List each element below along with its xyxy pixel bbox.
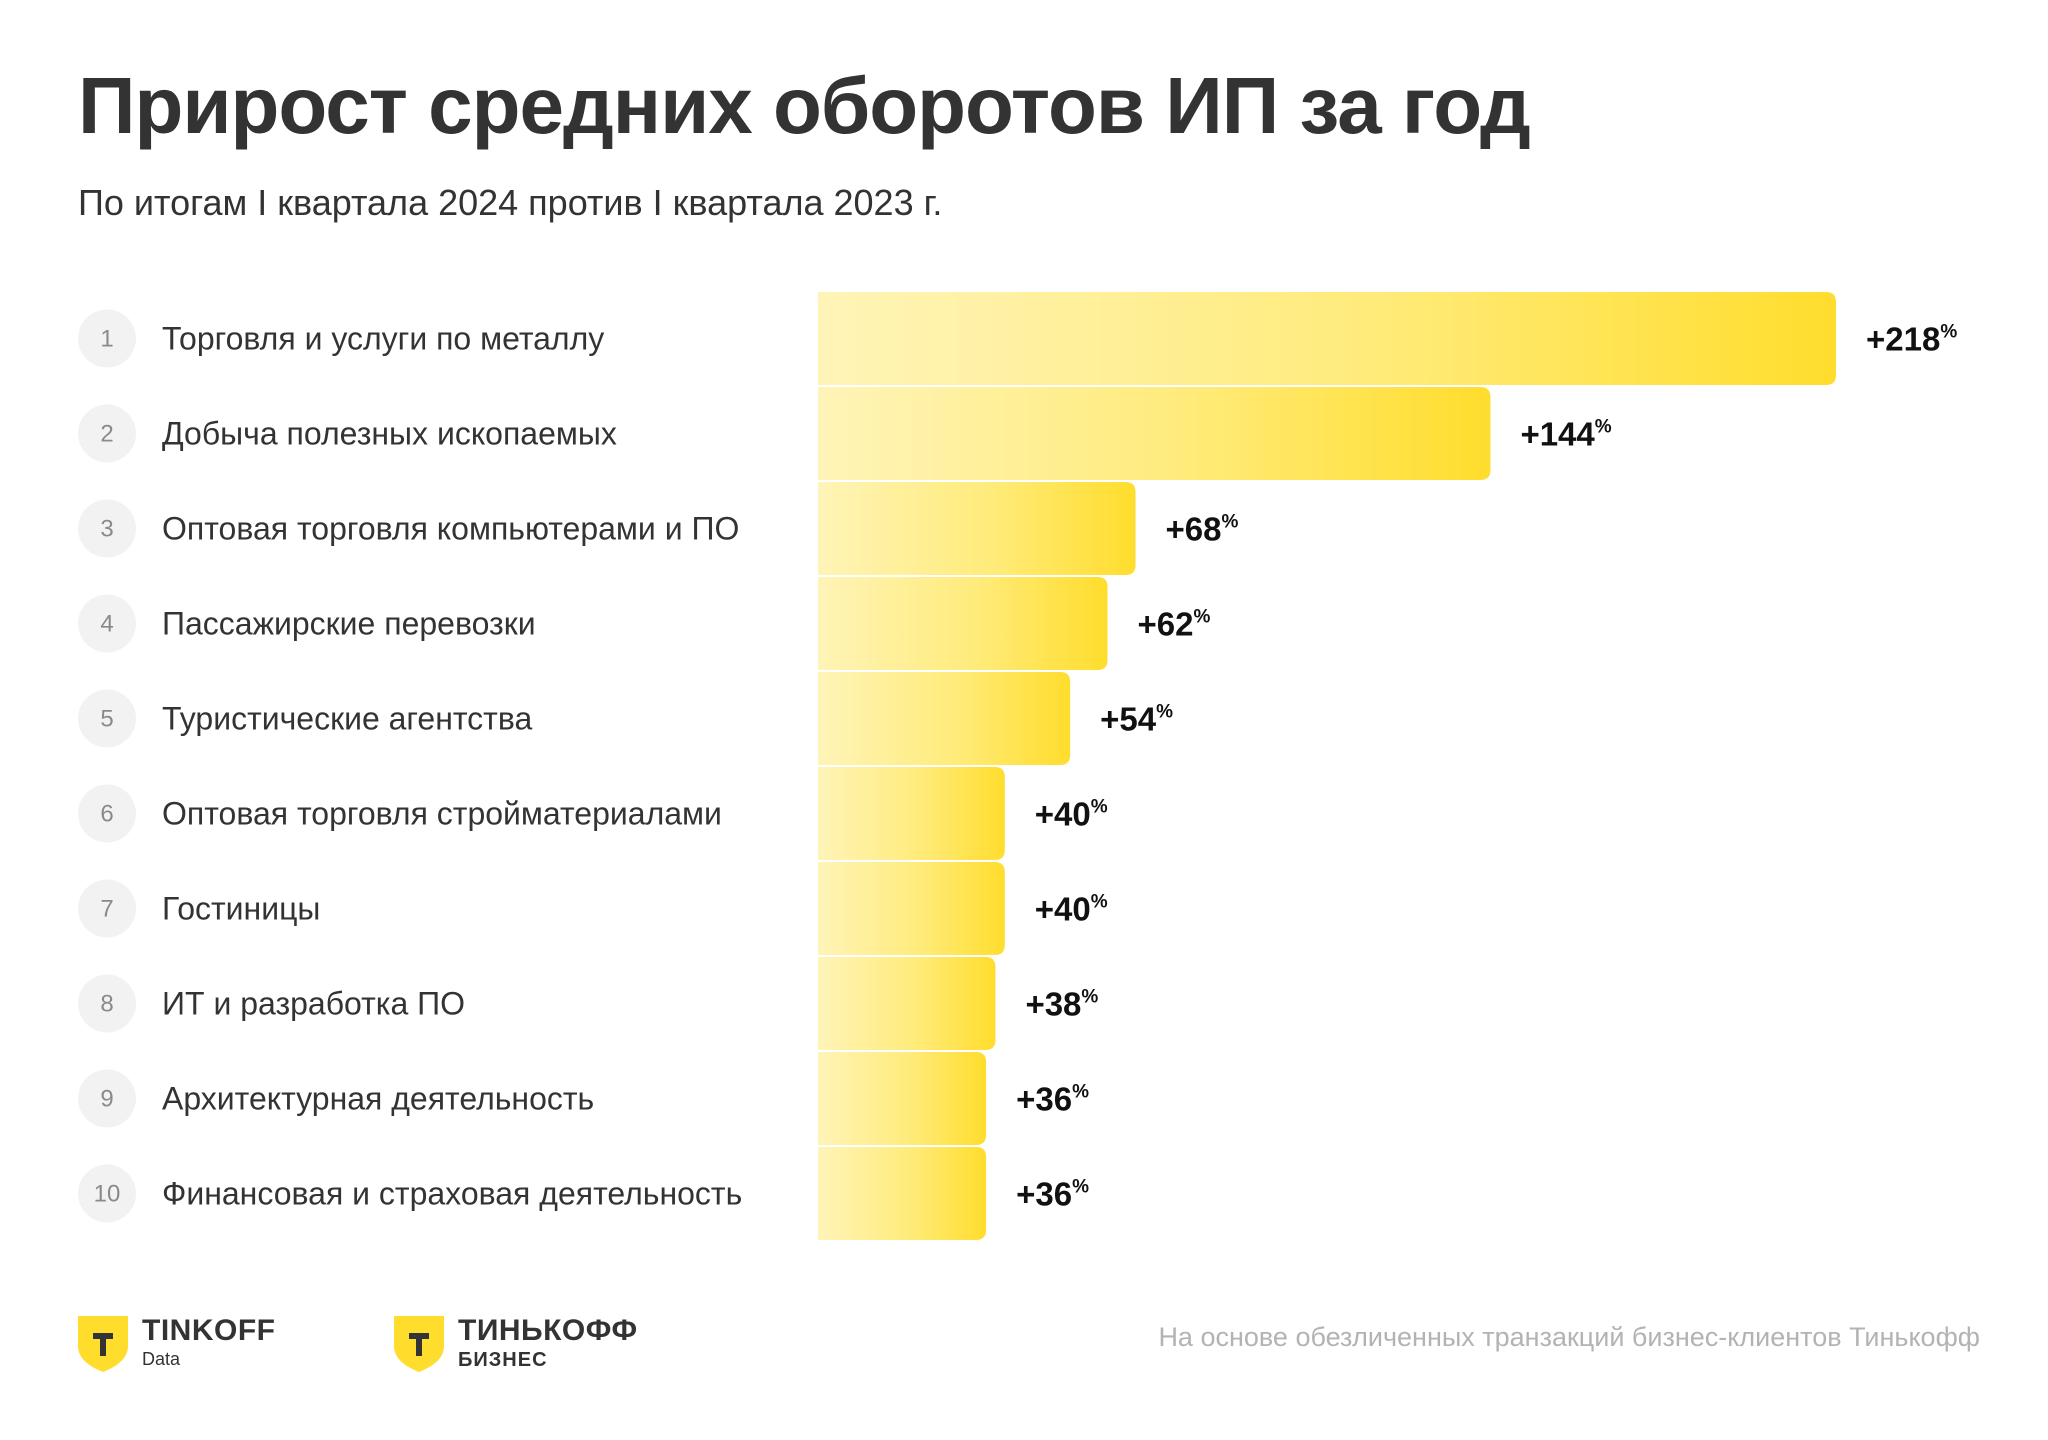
value-label: +40% [1035,891,1108,928]
tinkoff-shield-icon [394,1316,444,1372]
rank-number: 9 [100,1086,113,1113]
logo-name: TINKOFF [142,1314,276,1347]
category-label: Финансовая и страховая деятельность [162,1176,742,1212]
rank-number: 1 [100,326,113,353]
rank-badge [78,784,136,843]
bar [818,1052,987,1145]
category-label: Добыча полезных ископаемых [162,416,617,452]
bar [818,292,1836,385]
source-note: На основе обезличенных транзакций бизнес… [1158,1322,1980,1352]
bar [818,767,1005,860]
value-label: +218% [1866,321,1957,358]
value-label: +144% [1520,416,1611,453]
category-label: ИТ и разработка ПО [162,986,465,1022]
rank-badge [78,594,136,653]
value-label: +36% [1016,1081,1089,1118]
rank-number: 2 [100,421,113,448]
rank-number: 5 [100,706,113,733]
rank-badge [78,309,136,368]
category-label: Гостиницы [162,891,320,927]
rank-number: 3 [100,516,113,543]
rank-number: 8 [100,991,113,1018]
rank-badge [78,974,136,1033]
value-label: +38% [1025,986,1098,1023]
category-label: Оптовая торговля компьютерами и ПО [162,511,739,547]
rank-badge [78,689,136,748]
rank-badge [78,879,136,938]
chart-title: Прирост средних оборотов ИП за год [78,61,1531,150]
chart-subtitle: По итогам I квартала 2024 против I кварт… [78,182,943,223]
category-label: Туристические агентства [162,701,532,737]
tinkoff-business-logo: ТИНЬКОФФ БИЗНЕС [394,1316,638,1374]
logo-sub: Data [142,1349,181,1369]
logo-name: ТИНЬКОФФ [458,1314,638,1347]
logo-sub: БИЗНЕС [458,1349,548,1371]
value-label: +62% [1138,606,1211,643]
category-label: Пассажирские перевозки [162,606,536,642]
bar [818,957,996,1050]
bar [818,862,1005,955]
rank-number: 10 [94,1181,121,1208]
rank-badge [78,499,136,558]
tinkoff-data-logo: TINKOFF Data [78,1316,275,1372]
value-label: +36% [1016,1176,1089,1213]
value-label: +54% [1100,701,1173,738]
value-label: +40% [1035,796,1108,833]
bar [818,672,1071,765]
bar [818,387,1491,480]
bar [818,577,1108,670]
tinkoff-shield-icon [78,1316,128,1372]
rank-number: 6 [100,801,113,828]
value-label: +68% [1166,511,1239,548]
category-label: Архитектурная деятельность [162,1081,594,1117]
rank-badge [78,1069,136,1128]
category-label: Оптовая торговля стройматериалами [162,796,722,832]
rank-badge [78,404,136,463]
category-label: Торговля и услуги по металлу [162,321,604,357]
rank-number: 7 [100,896,113,923]
bar [818,482,1136,575]
bar [818,1147,987,1240]
rank-number: 4 [100,611,113,638]
rank-badge [78,1164,136,1223]
